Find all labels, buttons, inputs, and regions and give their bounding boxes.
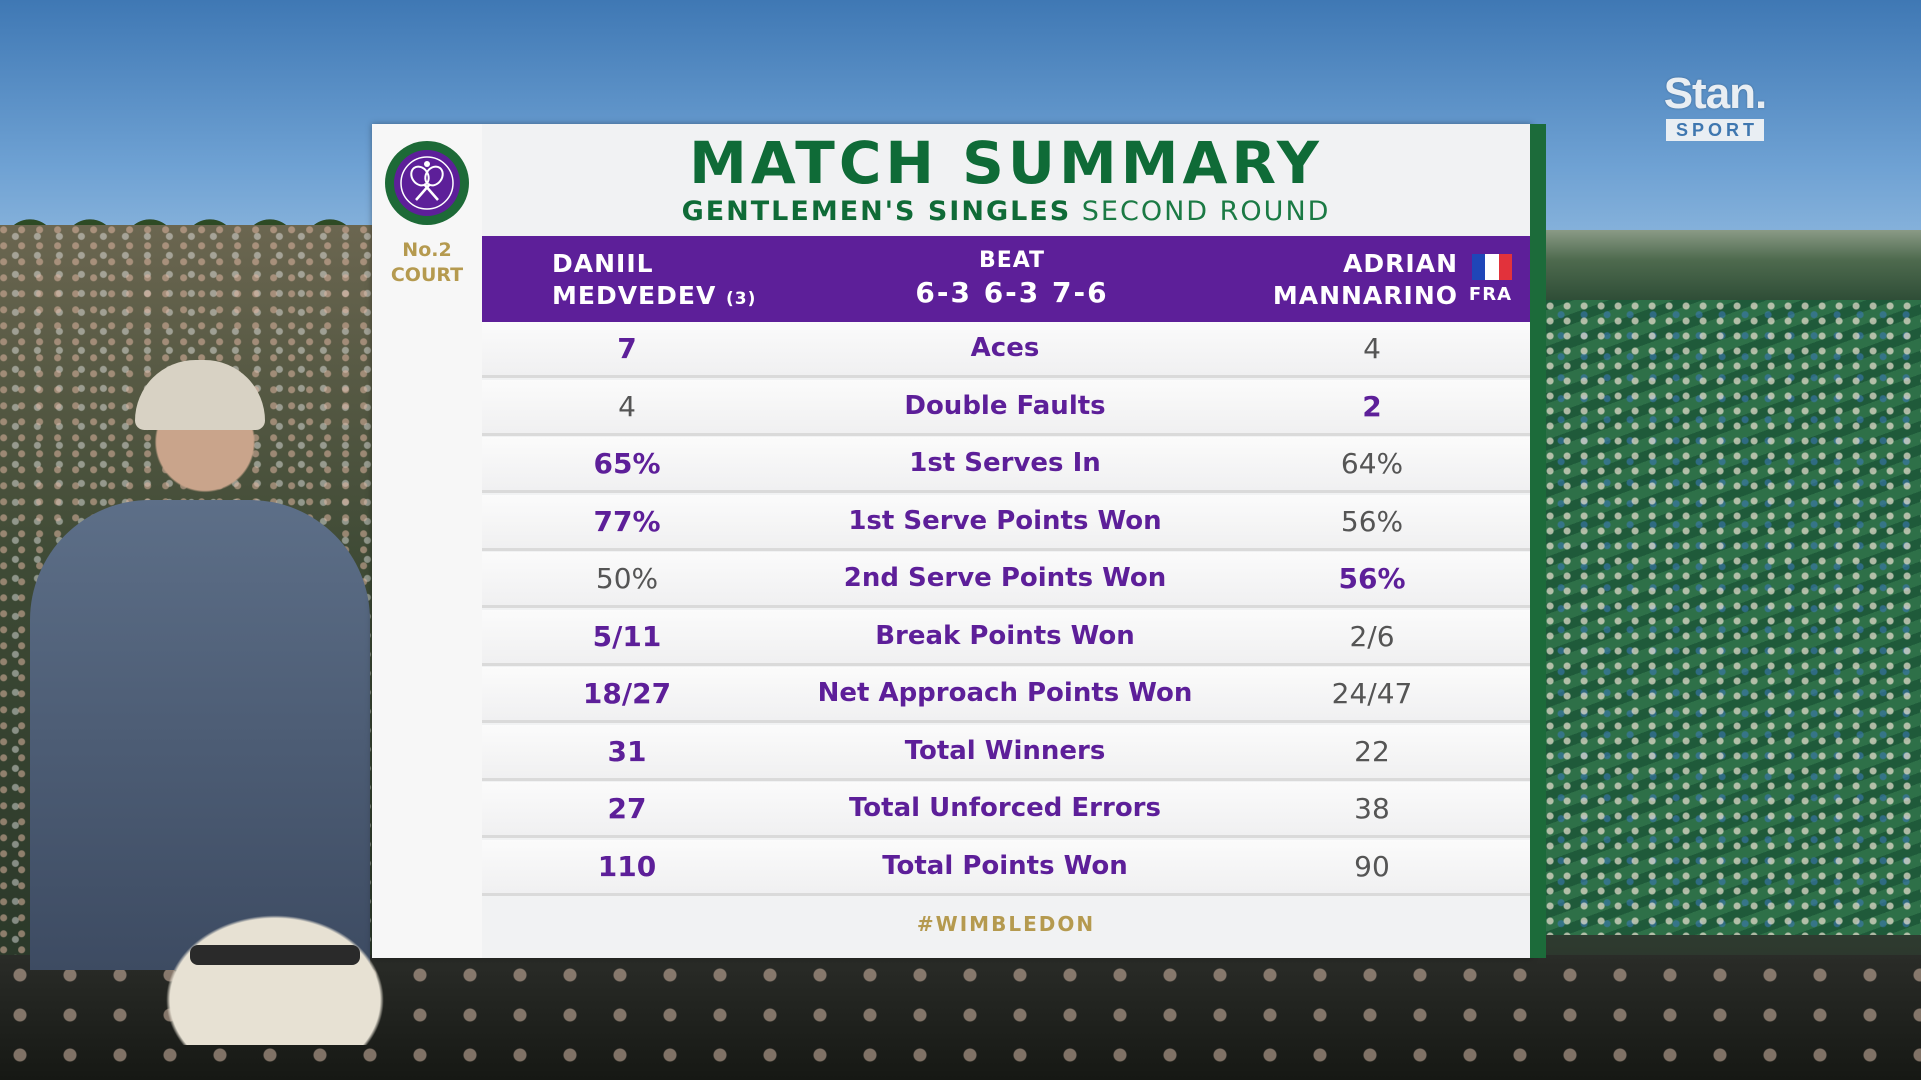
player2-stat: 2 — [1362, 389, 1382, 423]
result-verb: BEAT — [978, 248, 1046, 273]
stat-row: 4 Double Faults 2 — [482, 379, 1530, 436]
player2-stat: 4 — [1363, 332, 1381, 365]
player1-first: DANIIL — [552, 249, 654, 278]
stat-row: 31 Total Winners 22 — [482, 724, 1530, 781]
player1-stat: 5/11 — [592, 619, 662, 653]
player1-stat: 65% — [593, 447, 661, 480]
broadcaster-name: Stan. — [1663, 69, 1768, 118]
player1-seed: (3) — [726, 289, 757, 309]
stat-label: 1st Serves In — [909, 448, 1101, 478]
stats-table: 7 Aces 4 4 Double Faults 2 65% 1st Serves In 64%… — [482, 322, 1530, 897]
wimbledon-crest-icon — [385, 141, 469, 225]
player1-stat: 77% — [593, 504, 661, 538]
stat-label: 2nd Serve Points Won — [843, 563, 1167, 593]
player2-stat: 22 — [1354, 734, 1390, 768]
stat-label: Aces — [970, 333, 1040, 363]
player1-stat: 27 — [607, 792, 647, 825]
spectator-standing — [30, 500, 370, 970]
player2-last: MANNARINO — [1272, 281, 1458, 310]
stat-label: Break Points Won — [875, 620, 1135, 651]
player1-name: DANIIL MEDVEDEV (3) — [552, 248, 756, 315]
event-name: GENTLEMEN'S SINGLES — [681, 196, 1072, 227]
player2-nation: FRA — [1468, 284, 1512, 305]
result-header: DANIIL MEDVEDEV (3) BEAT 6-3 6-3 7-6 ADR… — [482, 236, 1530, 322]
player2-stat: 90 — [1354, 849, 1390, 883]
player1-stat: 18/27 — [582, 677, 672, 710]
stat-row: 50% 2nd Serve Points Won 56% — [482, 552, 1530, 608]
player2-stat: 64% — [1340, 447, 1404, 480]
stat-row: 18/27 Net Approach Points Won 24/47 — [482, 667, 1530, 723]
card-green-edge — [1530, 124, 1546, 958]
match-result: BEAT 6-3 6-3 7-6 — [852, 246, 1172, 310]
court-label: No.2 COURT — [372, 238, 482, 288]
player1-stat: 110 — [597, 849, 657, 883]
stat-label: Net Approach Points Won — [817, 678, 1193, 708]
court-number: No.2 — [402, 239, 452, 261]
stat-label: Double Faults — [904, 390, 1106, 421]
stadium-roof — [1545, 230, 1921, 305]
player2-stat: 38 — [1354, 792, 1390, 825]
stat-row: 5/11 Break Points Won 2/6 — [482, 609, 1530, 666]
player1-stat: 50% — [595, 562, 659, 595]
stat-row: 7 Aces 4 — [482, 322, 1530, 378]
match-score: 6-3 6-3 7-6 — [915, 276, 1109, 309]
player1-stat: 7 — [617, 332, 637, 365]
page-title: MATCH SUMMARY — [689, 129, 1323, 197]
event-round: SECOND ROUND — [1081, 196, 1331, 227]
stat-row: 65% 1st Serves In 64% — [482, 437, 1530, 493]
stat-label: Total Winners — [904, 735, 1106, 766]
player2-stat: 56% — [1340, 504, 1404, 538]
player1-last: MEDVEDEV — [552, 281, 717, 310]
player1-stat: 4 — [618, 389, 636, 423]
player2-stat: 56% — [1338, 562, 1406, 595]
card-side-column — [372, 124, 482, 958]
stat-label: Total Points Won — [882, 850, 1128, 881]
player2-name: ADRIAN MANNARINO — [1273, 248, 1458, 312]
court-word: COURT — [390, 264, 464, 286]
hashtag: #WIMBLEDON — [916, 912, 1096, 936]
player2-stat: 24/47 — [1331, 677, 1413, 710]
stat-row: 27 Total Unforced Errors 38 — [482, 782, 1530, 838]
broadcaster-sub: SPORT — [1665, 119, 1764, 141]
event-subtitle: GENTLEMEN'S SINGLES SECOND ROUND — [482, 196, 1530, 228]
stat-label: 1st Serve Points Won — [848, 505, 1162, 536]
player2-stat: 2/6 — [1349, 619, 1395, 653]
stat-row: 110 Total Points Won 90 — [482, 839, 1530, 896]
player1-stat: 31 — [607, 734, 647, 768]
hat-band — [190, 945, 360, 965]
player2-first: ADRIAN — [1343, 249, 1458, 278]
spectator-hat — [140, 895, 410, 1045]
stat-label: Total Unforced Errors — [849, 793, 1161, 823]
stat-row: 77% 1st Serve Points Won 56% — [482, 494, 1530, 551]
france-flag-icon — [1472, 254, 1512, 280]
broadcaster-logo: Stan. SPORT — [1650, 72, 1780, 141]
